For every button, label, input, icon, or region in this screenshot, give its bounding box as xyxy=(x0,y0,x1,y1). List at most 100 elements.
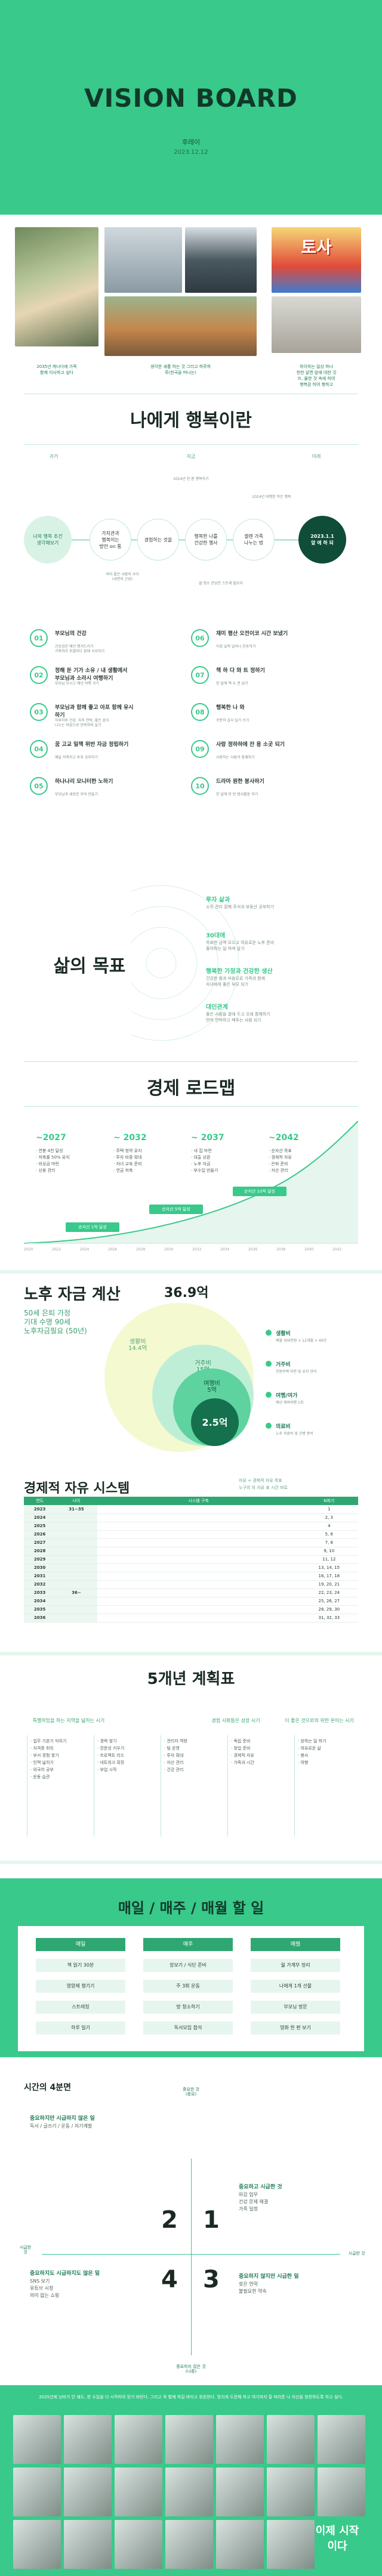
photo-statue xyxy=(104,227,182,293)
table-cell: 22, 23, 24 xyxy=(300,1589,358,1597)
roadmap-note: · 자산 관리 xyxy=(269,1168,288,1173)
table-header-cell: 시스템 구축 xyxy=(97,1497,300,1505)
closing-photo xyxy=(115,2520,162,2569)
quad-4-desc: SNS 보기 유튜브 시청 의미 없는 쇼핑 xyxy=(30,2278,60,2298)
plan-note: · 여행 xyxy=(298,1760,309,1765)
table-cell xyxy=(97,1580,300,1589)
timeline-top-note-2: 2024년 여행한 작은 행복 xyxy=(252,495,291,499)
plan-column xyxy=(294,1735,354,1837)
plan-note: · 투자 확대 xyxy=(164,1753,184,1758)
closing-photo xyxy=(318,2467,365,2516)
roadmap-year: 2028 xyxy=(136,1247,146,1252)
table-header-cell: 나이 xyxy=(56,1497,97,1505)
list-item-desc: 사랑하는 사람과 함께하기 xyxy=(216,756,255,760)
divider xyxy=(24,444,358,445)
plan-phase-label: 경험 사회들은 성장 시기 xyxy=(211,1718,260,1723)
plan-note: · 프로젝트 리드 xyxy=(97,1753,125,1758)
goal-title: 30대에 xyxy=(206,933,226,939)
plan-note: · 부업 시작 xyxy=(97,1767,117,1772)
list-item-title: 재미 평산 오전이코 시간 보냈기 xyxy=(216,631,288,637)
table-row: 2025 4 xyxy=(24,1522,358,1531)
divider xyxy=(0,1270,382,1274)
table-cell: 2024 xyxy=(24,1513,56,1522)
roadmap-year: 2022 xyxy=(52,1247,61,1252)
closing-photo xyxy=(267,2520,315,2569)
table-cell xyxy=(97,1530,300,1539)
list-item-desc: 하루하루 건강. 자주 연락, 좋은 음식 나누는 마음으로 만족하며 살기 xyxy=(55,719,109,727)
list-item-title: 꿈 고교 일책 위반 자금 정립하기 xyxy=(55,742,129,748)
plan-column xyxy=(227,1735,287,1837)
table-cell: 5, 6 xyxy=(300,1530,358,1539)
table-cell: 31~35 xyxy=(56,1505,97,1514)
list-item-desc: 꾸준히 감사 일기 쓰기 xyxy=(216,719,249,723)
list-item-title: 부모님의 건강 xyxy=(55,631,87,637)
table-cell: 2027 xyxy=(24,1538,56,1547)
closing-photo xyxy=(64,2520,112,2569)
number-badge: 06 xyxy=(191,629,209,647)
table-cell: 36~ xyxy=(56,1589,97,1597)
table-cell xyxy=(56,1580,97,1589)
axis-not-important: 중요하지 않은 것 (나중) xyxy=(176,2364,206,2374)
routine-header: 매주 xyxy=(143,1938,233,1951)
author-name: 후레이 xyxy=(181,138,201,146)
photo-couple xyxy=(272,296,361,353)
list-item-desc: 한 달에 한 번 봉사활동 하기 xyxy=(216,792,258,797)
plan-note: · 원하는 일 하기 xyxy=(298,1739,326,1744)
table-cell xyxy=(97,1589,300,1597)
routine-item: 부모님 방문 xyxy=(251,2001,340,2014)
table-header-cell: 연도 xyxy=(24,1497,56,1505)
table-row: 2023 31~35 1 xyxy=(24,1505,358,1514)
roadmap-period: ~2042 xyxy=(269,1133,299,1143)
list-item-desc: 부모님 모시고 매년 여행 가기 xyxy=(55,682,99,686)
routine-item: 나에게 1개 선물 xyxy=(251,1980,340,1993)
table-cell: 2034 xyxy=(24,1597,56,1606)
list-item-title: 사랑 정하하에 잔 용 소곳 되기 xyxy=(216,742,285,748)
legend-title: 여행/여가 xyxy=(276,1393,298,1399)
quad-4-number: 4 xyxy=(161,2266,178,2293)
roadmap-note: · 투자 비중 확대 xyxy=(113,1155,142,1160)
table-cell: 2, 3 xyxy=(300,1513,358,1522)
closing-photo xyxy=(216,2520,264,2569)
table-row: 2027 7, 8 xyxy=(24,1538,358,1547)
routine-title: 매일 / 매주 / 매월 할 일 xyxy=(118,1900,264,1916)
roadmap-period: ~ 2032 xyxy=(113,1133,147,1143)
list-item-title: 하나나리 모니터한 노하기 xyxy=(55,779,113,785)
timeline-bottom-note-1: 여러 좋은 사람의 사이 (내면의 근성) xyxy=(106,572,139,581)
legend-desc: 전원주택 마련 및 유지 관리 xyxy=(276,1370,317,1374)
table-cell xyxy=(56,1547,97,1556)
table-cell: 31, 32, 33 xyxy=(300,1614,358,1623)
plan-note: · 외국어 공부 xyxy=(30,1767,54,1772)
circle-healthy-me: 행복한 나를 건강한 행사 xyxy=(185,519,227,561)
table-cell xyxy=(56,1530,97,1539)
closing-photo xyxy=(216,2467,264,2516)
table-row: 2035 28, 29, 30 xyxy=(24,1605,358,1614)
legend-desc: 매월 300만원 × 12개월 × 40년 xyxy=(276,1339,326,1343)
closing-photo xyxy=(165,2520,213,2569)
divider xyxy=(0,1652,382,1655)
circle-family: 셀렌 가족 나누는 법 xyxy=(233,519,275,561)
closing-text: 2025년에 낭비가 안 돼도, 한 수업을 더 시작하여 얻기 바란다. 그리… xyxy=(39,2395,343,2399)
retire-title: 노후 자금 계산 xyxy=(24,1286,121,1304)
roadmap-year: 2042 xyxy=(332,1247,342,1252)
freedom-table-header: 연도 나이 시스템 구축 N회기 xyxy=(24,1497,358,1505)
plan-note: · 경력 쌓기 xyxy=(97,1739,117,1744)
photo-caption-1: 2035년 캐나다에 가족 함께 이사하고 싶다 xyxy=(36,364,77,375)
plan-note: · 경제적 자유 xyxy=(231,1753,254,1758)
quad-4-title: 중요하지도 시급하지도 않은 일 xyxy=(30,2271,100,2277)
legend-title: 의료비 xyxy=(276,1424,291,1430)
timeline-future: 미래 xyxy=(312,454,321,459)
table-header-cell: N회기 xyxy=(300,1497,358,1505)
roadmap-note: · 대출 상환 xyxy=(191,1155,211,1160)
roadmap-period: ~ 2037 xyxy=(191,1133,224,1143)
plan-column xyxy=(161,1735,220,1837)
plan-note: · 인맥 넓히기 xyxy=(30,1760,54,1765)
plan-note: · 가족과 시간 xyxy=(231,1760,254,1765)
goal-desc: 목표한 금액 모으고 여유로운 노후 준비 좋아하는 일 하며 살기 xyxy=(206,940,275,951)
table-row: 2024 2, 3 xyxy=(24,1513,358,1522)
list-item-title: 책 하 다 와 트 정하기 xyxy=(216,668,265,674)
table-cell xyxy=(97,1547,300,1556)
roadmap-milestone: 순자산 1억 달성 xyxy=(66,1222,119,1232)
circle-happiness-condition: 나의 행복 조건 생각해보기 xyxy=(24,516,72,564)
divider xyxy=(24,1061,358,1062)
